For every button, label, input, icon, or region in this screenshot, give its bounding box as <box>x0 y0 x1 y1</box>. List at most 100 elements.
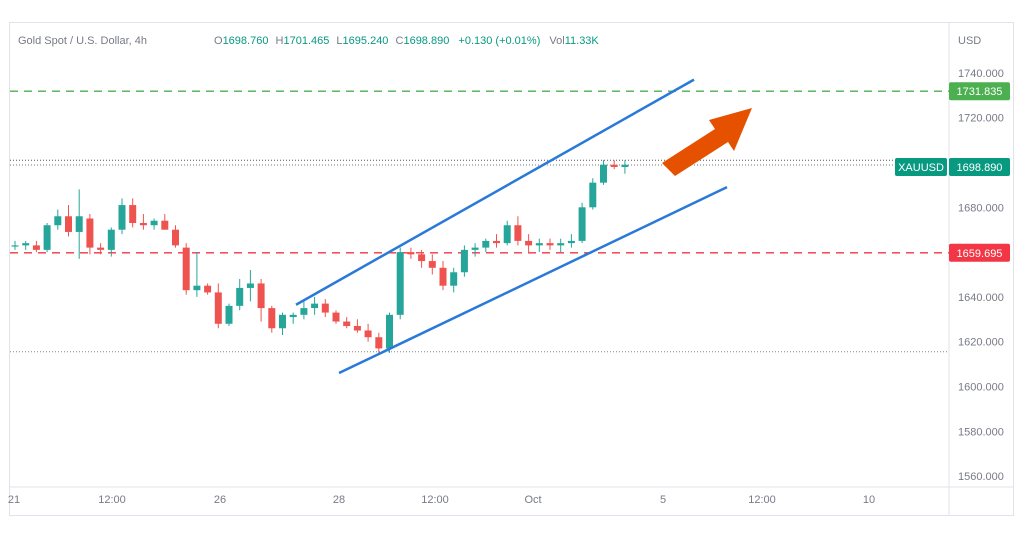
open-label: O <box>214 35 223 47</box>
symbol-label: Gold Spot / U.S. Dollar, 4h <box>18 35 148 47</box>
svg-text:1659.695: 1659.695 <box>957 248 1003 260</box>
channel-lower-line <box>338 186 728 375</box>
candle <box>289 312 297 324</box>
candle <box>525 234 533 253</box>
close-value: 1698.890 <box>403 35 450 47</box>
svg-text:1731.835: 1731.835 <box>957 86 1003 98</box>
candle <box>321 299 329 318</box>
candle <box>193 252 201 297</box>
candle <box>22 240 30 250</box>
y-tick-label: 1720.000 <box>958 113 1004 125</box>
high-label: H <box>275 35 284 47</box>
candle <box>386 312 393 353</box>
candle <box>567 234 575 248</box>
chart-frame <box>9 22 1014 516</box>
candle <box>75 189 83 259</box>
symbol-price-label: XAUUSD <box>895 157 947 176</box>
current-price-label: 1698.890 <box>949 157 1010 176</box>
volume-label: Vol <box>549 35 565 47</box>
y-tick-label: 1620.000 <box>958 337 1004 349</box>
candle <box>460 245 468 277</box>
candle <box>589 178 597 210</box>
symbol-title[interactable]: Gold Spot / U.S. Dollar, 4h <box>18 35 147 47</box>
x-tick-label: 26 <box>214 494 226 506</box>
candle <box>471 243 479 257</box>
svg-text:1698.890: 1698.890 <box>957 162 1003 174</box>
candle <box>428 254 436 275</box>
currency-label: USD <box>958 35 981 47</box>
candle <box>396 247 404 320</box>
x-tick-label: 12:00 <box>98 494 126 506</box>
y-tick-label: 1740.000 <box>958 68 1004 80</box>
candle <box>107 227 115 257</box>
high-value: 1701.465 <box>283 35 330 47</box>
candle <box>353 319 361 333</box>
candle <box>86 214 94 255</box>
bullish-arrow <box>662 108 752 176</box>
x-tick-label: Oct <box>524 494 541 506</box>
volume-value: 11.33K <box>564 35 599 47</box>
y-tick-label: 1600.000 <box>958 382 1004 394</box>
candle <box>225 303 233 327</box>
candle <box>535 238 543 253</box>
candle <box>450 267 458 293</box>
low-label: L <box>336 35 343 47</box>
candle <box>161 214 169 230</box>
candle <box>214 283 222 329</box>
y-tick-label: 1580.000 <box>958 426 1004 438</box>
candle <box>97 243 105 255</box>
change-value: +0.130 (+0.01%) <box>458 35 541 47</box>
candle <box>557 238 565 253</box>
candle <box>182 243 190 295</box>
x-axis-ticks: 21 12:00 26 28 12:00 Oct 5 12:00 10 <box>8 494 875 506</box>
resistance-price-label: 1731.835 <box>949 82 1010 101</box>
candle <box>600 160 607 185</box>
open-value: 1698.760 <box>222 35 269 47</box>
candle <box>129 198 137 228</box>
candles <box>11 160 629 356</box>
support-price-label: 1659.695 <box>949 243 1010 262</box>
candle <box>65 205 72 237</box>
candle <box>407 247 415 259</box>
candle <box>172 225 179 248</box>
candle <box>493 234 500 248</box>
level-lines <box>10 90 949 353</box>
candle <box>610 160 618 170</box>
x-tick-label: 12:00 <box>748 494 776 506</box>
candle <box>268 305 276 333</box>
close-label: C <box>395 35 404 47</box>
y-axis-ticks: 1740.0001720.0001700.0001680.0001660.000… <box>958 68 1004 483</box>
y-tick-label: 1680.000 <box>958 202 1004 214</box>
x-tick-label: 12:00 <box>421 494 449 506</box>
candle <box>375 332 383 356</box>
candle <box>150 218 158 230</box>
x-tick-label: 10 <box>863 494 875 506</box>
candle <box>343 317 351 329</box>
candle <box>118 198 126 235</box>
trend-channel <box>295 78 728 375</box>
candle <box>257 278 265 322</box>
x-tick-label: 5 <box>660 494 666 506</box>
candle <box>332 310 340 324</box>
candle <box>482 238 490 253</box>
candle <box>418 249 426 268</box>
candle <box>364 323 372 342</box>
candle <box>578 202 586 244</box>
candle <box>11 240 19 250</box>
x-tick-label: 28 <box>333 494 345 506</box>
y-tick-label: 1560.000 <box>958 471 1004 483</box>
candle <box>236 278 244 311</box>
svg-text:XAUUSD: XAUUSD <box>898 162 944 174</box>
candle <box>439 261 447 291</box>
candle <box>546 238 554 250</box>
candle <box>621 160 629 174</box>
candle <box>246 270 254 302</box>
candle <box>32 240 40 253</box>
arrow-icon <box>662 108 752 176</box>
candle <box>503 220 511 246</box>
candle <box>300 301 308 320</box>
y-tick-label: 1640.000 <box>958 292 1004 304</box>
ohlc-legend: O1698.760 H1701.465 L1695.240 C1698.890 … <box>214 35 599 47</box>
low-value: 1695.240 <box>342 35 389 47</box>
